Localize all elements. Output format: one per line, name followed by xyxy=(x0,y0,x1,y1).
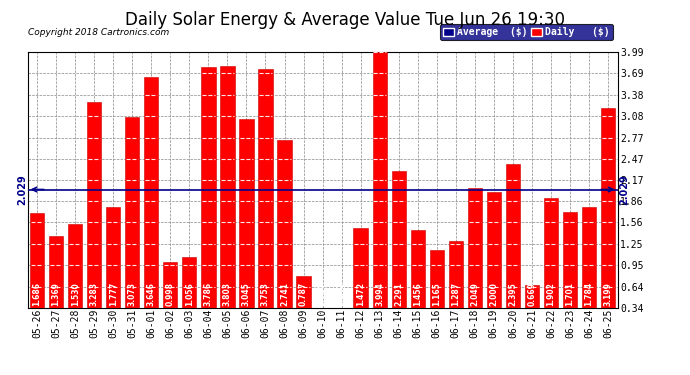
Legend: Average  ($), Daily   ($): Average ($), Daily ($) xyxy=(440,24,613,40)
Text: 1.369: 1.369 xyxy=(52,282,61,306)
Bar xyxy=(373,52,387,308)
Text: 3.803: 3.803 xyxy=(223,282,232,306)
Text: 0.000: 0.000 xyxy=(318,282,327,306)
Bar xyxy=(182,258,197,307)
Bar xyxy=(391,171,406,308)
Bar xyxy=(68,224,82,308)
Text: 2.029: 2.029 xyxy=(18,174,28,205)
Text: Daily Solar Energy & Average Value Tue Jun 26 19:30: Daily Solar Energy & Average Value Tue J… xyxy=(125,11,565,29)
Text: 1.530: 1.530 xyxy=(70,282,79,306)
Text: Copyright 2018 Cartronics.com: Copyright 2018 Cartronics.com xyxy=(28,28,169,37)
Bar xyxy=(144,76,159,308)
Bar xyxy=(164,261,177,308)
Bar xyxy=(506,164,520,308)
Text: 2.291: 2.291 xyxy=(394,282,403,306)
Bar xyxy=(239,118,254,308)
Text: 1.902: 1.902 xyxy=(546,282,555,306)
Bar xyxy=(220,66,235,308)
Bar xyxy=(30,213,44,308)
Bar xyxy=(601,108,615,307)
Text: 3.199: 3.199 xyxy=(604,282,613,306)
Bar xyxy=(106,207,120,308)
Text: 0.787: 0.787 xyxy=(299,282,308,306)
Text: 1.777: 1.777 xyxy=(109,282,118,306)
Text: 1.287: 1.287 xyxy=(451,282,460,306)
Bar xyxy=(297,276,310,308)
Bar xyxy=(277,140,292,308)
Bar xyxy=(125,117,139,308)
Bar xyxy=(582,207,596,308)
Text: 0.669: 0.669 xyxy=(527,282,536,306)
Text: 1.165: 1.165 xyxy=(432,282,442,306)
Text: 1.701: 1.701 xyxy=(566,282,575,306)
Text: 3.646: 3.646 xyxy=(147,282,156,306)
Text: 1.456: 1.456 xyxy=(413,282,422,306)
Text: 3.786: 3.786 xyxy=(204,282,213,306)
Text: 1.472: 1.472 xyxy=(356,282,365,306)
Text: 0.242: 0.242 xyxy=(337,282,346,306)
Bar xyxy=(544,198,558,308)
Bar xyxy=(448,242,463,308)
Bar xyxy=(468,188,482,308)
Text: 1.686: 1.686 xyxy=(32,282,41,306)
Bar xyxy=(563,212,577,308)
Bar xyxy=(258,69,273,308)
Text: 2.395: 2.395 xyxy=(509,282,518,306)
Text: 1.056: 1.056 xyxy=(185,282,194,306)
Text: 2.000: 2.000 xyxy=(489,282,498,306)
Text: 2.029: 2.029 xyxy=(620,174,629,205)
Bar xyxy=(201,67,215,308)
Bar xyxy=(353,228,368,308)
Text: 2.049: 2.049 xyxy=(471,282,480,306)
Bar xyxy=(430,250,444,308)
Text: 3.283: 3.283 xyxy=(90,282,99,306)
Text: 3.073: 3.073 xyxy=(128,282,137,306)
Bar xyxy=(525,285,539,308)
Text: 3.045: 3.045 xyxy=(242,282,251,306)
Text: 3.753: 3.753 xyxy=(261,282,270,306)
Text: 2.741: 2.741 xyxy=(280,282,289,306)
Bar xyxy=(87,102,101,308)
Text: 0.998: 0.998 xyxy=(166,282,175,306)
Text: 1.784: 1.784 xyxy=(584,282,593,306)
Bar xyxy=(411,230,425,308)
Bar xyxy=(49,236,63,308)
Bar xyxy=(486,192,501,308)
Text: 3.994: 3.994 xyxy=(375,282,384,306)
